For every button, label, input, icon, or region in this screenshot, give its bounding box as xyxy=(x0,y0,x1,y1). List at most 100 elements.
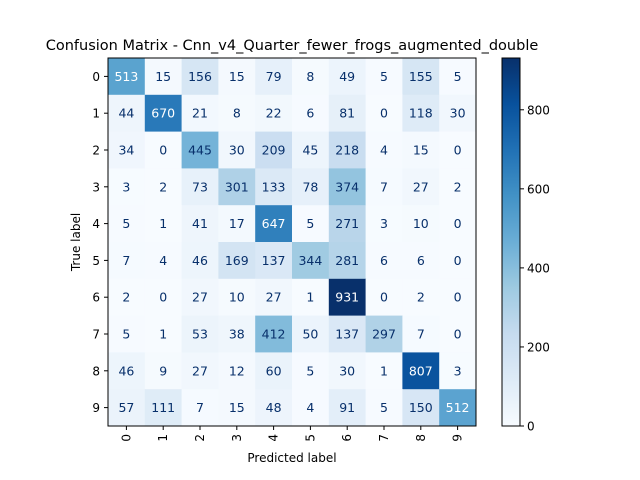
heatmap-cell xyxy=(218,278,256,317)
colorbar-tick-label: 800 xyxy=(527,103,550,117)
cell-value-label: 271 xyxy=(335,216,359,231)
y-axis-ticks: 0 1 2 3 4 5 6 7 8 9 xyxy=(92,70,108,415)
cell-value-label: 4 xyxy=(380,143,388,158)
y-tick-label: 5 xyxy=(92,254,100,268)
cell-value-label: 9 xyxy=(159,363,167,378)
cell-value-label: 931 xyxy=(335,290,359,305)
heatmap-cell xyxy=(439,168,477,206)
cell-value-label: 27 xyxy=(413,179,429,194)
x-tick-label: 9 xyxy=(451,434,465,442)
cell-value-label: 513 xyxy=(114,69,138,84)
cell-value-label: 169 xyxy=(225,253,249,268)
heatmap-cell xyxy=(365,205,403,243)
heatmap-cell xyxy=(292,278,330,317)
heatmap-cell xyxy=(292,131,330,169)
cell-value-label: 297 xyxy=(372,327,396,342)
heatmap-cell xyxy=(292,58,330,96)
plot-frame xyxy=(107,57,477,427)
cell-value-label: 73 xyxy=(192,179,208,194)
heatmap-cell xyxy=(144,315,183,353)
heatmap-cell xyxy=(181,58,219,96)
heatmap-cell xyxy=(328,205,367,243)
heatmap-cell xyxy=(181,205,219,243)
cell-value-label: 218 xyxy=(335,143,359,158)
heatmap-cell xyxy=(181,168,219,206)
cell-value-label: 34 xyxy=(118,143,134,158)
heatmap-cell xyxy=(402,278,440,317)
heatmap-cell xyxy=(439,131,477,169)
heatmap-cell xyxy=(255,131,293,169)
heatmap-cell xyxy=(144,58,183,96)
cell-value-label: 647 xyxy=(262,216,286,231)
heatmap-cell xyxy=(255,389,293,427)
cell-value-label: 807 xyxy=(409,363,433,378)
cell-value-label: 27 xyxy=(266,290,282,305)
heatmap-cell xyxy=(365,94,403,133)
heatmap-cell xyxy=(292,242,330,280)
heatmap-cell xyxy=(328,278,367,317)
heatmap-cell xyxy=(108,205,146,243)
cell-value-label: 0 xyxy=(159,290,167,305)
cell-value-label: 60 xyxy=(266,363,282,378)
cell-value-label: 5 xyxy=(122,327,130,342)
heatmap-cell xyxy=(108,168,146,206)
heatmap-cell xyxy=(365,242,403,280)
y-tick-label: 6 xyxy=(92,291,100,305)
heatmap-cell xyxy=(108,58,146,96)
heatmap-cell xyxy=(402,315,440,353)
heatmap-cell xyxy=(365,389,403,427)
cell-value-label: 2 xyxy=(417,290,425,305)
heatmap-cell xyxy=(108,315,146,353)
y-tick-label: 3 xyxy=(92,180,100,194)
heatmap-cell xyxy=(365,58,403,96)
cell-value-label: 137 xyxy=(262,253,286,268)
cell-value-label: 41 xyxy=(192,216,208,231)
cell-value-label: 78 xyxy=(302,179,318,194)
heatmap-cells: 513 15 156 15 79 8 49 5 155 544 670 21 8 22 6 81 0 118 303… xyxy=(108,58,477,427)
cell-value-label: 81 xyxy=(339,106,355,121)
cell-value-label: 3 xyxy=(454,363,462,378)
cell-value-label: 53 xyxy=(192,327,208,342)
cell-value-label: 374 xyxy=(335,179,359,194)
heatmap-cell xyxy=(292,205,330,243)
cell-value-label: 512 xyxy=(446,400,470,415)
cell-value-label: 281 xyxy=(335,253,359,268)
colorbar xyxy=(501,57,521,427)
heatmap-cell xyxy=(439,242,477,280)
cell-value-label: 3 xyxy=(380,216,388,231)
cell-value-label: 15 xyxy=(413,143,429,158)
cell-value-label: 21 xyxy=(192,106,208,121)
cell-value-label: 133 xyxy=(262,179,286,194)
y-tick-label: 9 xyxy=(92,401,100,415)
x-tick-label: 5 xyxy=(303,434,317,442)
cell-value-label: 5 xyxy=(122,216,130,231)
cell-value-label: 1 xyxy=(306,290,314,305)
heatmap-cell xyxy=(218,94,256,133)
heatmap-cell xyxy=(108,242,146,280)
cell-value-label: 7 xyxy=(122,253,130,268)
heatmap-cell xyxy=(181,94,219,133)
cell-value-label: 30 xyxy=(229,143,245,158)
heatmap-cell xyxy=(328,168,367,206)
cell-value-label: 17 xyxy=(229,216,245,231)
cell-value-label: 344 xyxy=(298,253,322,268)
cell-value-label: 44 xyxy=(118,106,134,121)
heatmap-cell xyxy=(365,278,403,317)
heatmap-cell xyxy=(255,242,293,280)
y-tick-label: 2 xyxy=(92,144,100,158)
heatmap-cell xyxy=(292,315,330,353)
heatmap-cell xyxy=(365,131,403,169)
cell-value-label: 0 xyxy=(454,290,462,305)
heatmap-cell xyxy=(108,131,146,169)
cell-value-label: 5 xyxy=(306,216,314,231)
cell-value-label: 91 xyxy=(339,400,355,415)
heatmap-cell xyxy=(402,205,440,243)
heatmap-cell xyxy=(402,242,440,280)
heatmap-cell xyxy=(255,352,293,390)
y-tick-label: 7 xyxy=(92,328,100,342)
heatmap-cell xyxy=(144,278,183,317)
cell-value-label: 150 xyxy=(409,400,433,415)
cell-value-label: 7 xyxy=(417,327,425,342)
heatmap-cell xyxy=(144,389,183,427)
